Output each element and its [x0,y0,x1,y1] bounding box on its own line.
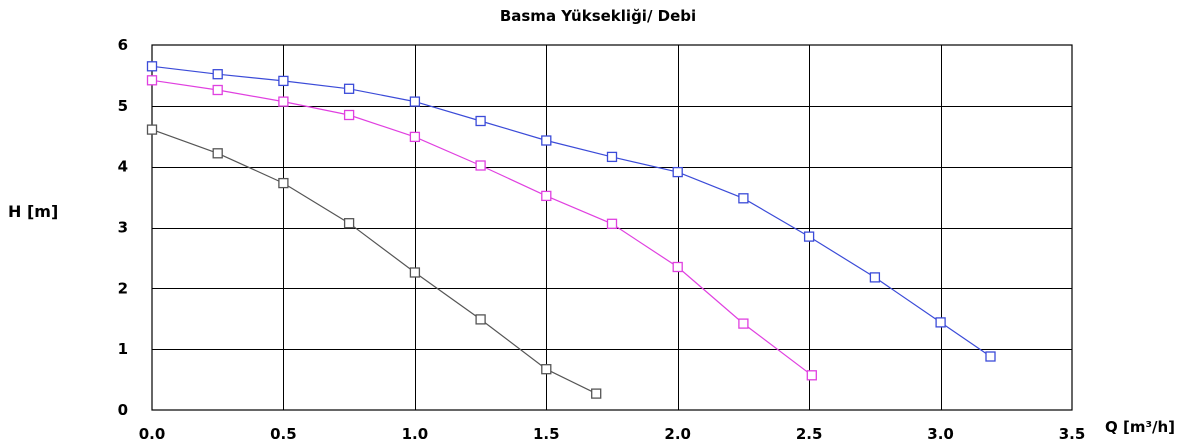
x-tick-label: 0.0 [139,425,166,443]
series-2-marker [806,370,817,381]
x-tick-label: 2.0 [664,425,691,443]
series-1-marker [869,272,881,283]
chart-title: Basma Yüksekliği/ Debi [499,7,697,25]
series-2-marker [475,160,486,171]
series-2-marker [278,96,289,107]
series-3-marker [475,314,486,325]
x-tick-label: 1.5 [533,425,560,443]
series-3-marker [278,177,289,189]
x-tick-label: 2.5 [796,425,823,443]
series-1-marker [935,317,946,328]
series-3-marker [212,148,223,159]
y-axis-label: H [m] [8,202,59,221]
series-2-marker [738,318,749,329]
series-3-marker [146,124,158,135]
series-2-marker [541,190,552,202]
series-1-marker [409,96,421,107]
series-1-marker [475,115,486,127]
series-1-marker [738,193,749,204]
y-tick-label: 5 [118,97,128,115]
plot-frame [151,44,1073,411]
series-2-marker [409,131,421,143]
series-line-3 [151,129,597,395]
series-1-marker [672,166,683,178]
y-tick-label: 2 [118,279,128,297]
series-1-marker [212,69,223,80]
x-axis-label: Q [m³/h] [1105,418,1176,436]
y-tick-label: 3 [118,219,128,237]
x-tick-label: 3.0 [927,425,954,443]
series-1-marker [803,231,815,242]
series-1-marker [146,61,158,72]
x-tick-label: 1.0 [402,425,429,443]
series-3-marker [591,388,602,399]
y-tick-label: 0 [118,401,128,419]
y-tick-label: 4 [118,158,128,176]
series-line-1 [151,65,991,357]
x-tick-label: 3.5 [1059,425,1086,443]
series-2-marker [672,261,683,273]
series-2-marker [212,84,223,96]
series-1-marker [278,75,289,87]
series-1-marker [606,151,618,163]
series-1-marker [985,351,996,362]
x-tick-label: 0.5 [270,425,297,443]
y-tick-label: 1 [118,340,128,358]
series-3-marker [409,267,421,278]
series-2-marker [343,109,355,121]
series-2-marker [146,75,158,86]
series-3-marker [343,218,355,229]
series-3-marker [541,364,552,375]
series-1-marker [343,83,355,94]
series-2-marker [606,218,618,229]
y-tick-label: 6 [118,36,128,54]
series-1-marker [541,135,552,146]
